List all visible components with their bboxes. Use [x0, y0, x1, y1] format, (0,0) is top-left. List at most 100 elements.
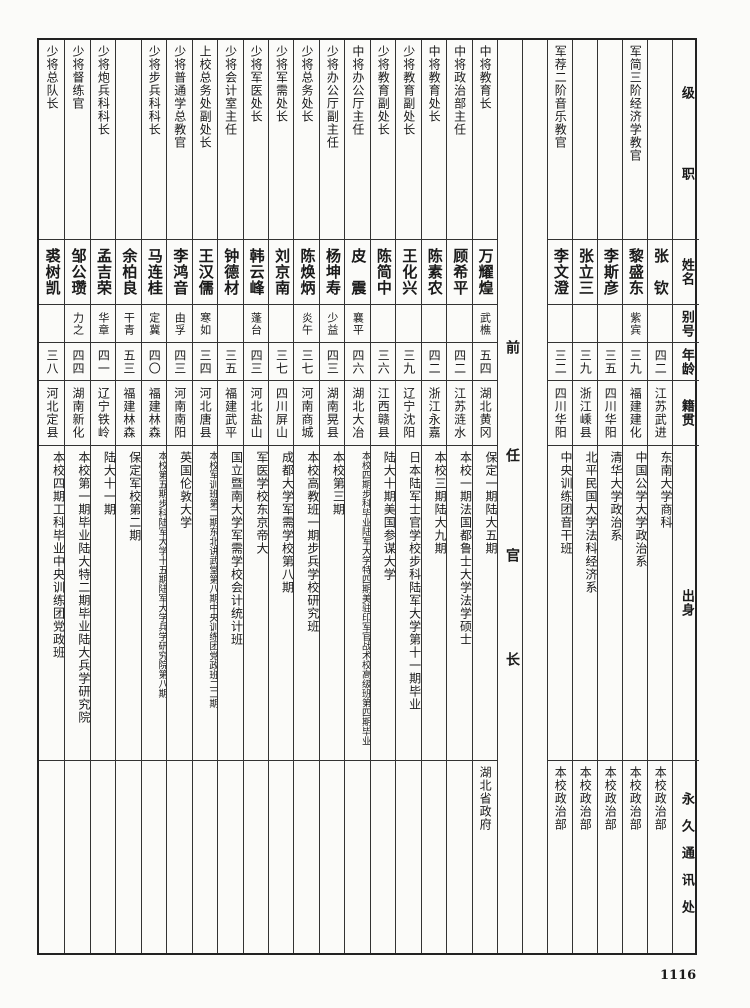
cell-rank: 少将炮兵科科长 — [96, 45, 111, 136]
header-column: 级 职姓名 别号 年龄 籍贯 出身 永久通讯处 — [672, 40, 699, 953]
cell-origin: 福建武平 — [218, 380, 243, 445]
cell-name: 张立三 — [573, 239, 597, 304]
person-column: 少将步兵科科长 马连桂 定冀 四〇 福建林森 本校第五期步科陆军大学十五期陆军大学 兵学研究… — [140, 40, 167, 953]
cell-name: 万耀煌 — [472, 239, 497, 304]
cell-address: 本校政治部 — [648, 760, 672, 957]
person-column: 张立三 三九 浙江嵊县 北平民国大学法科经济系 本校政治部 — [572, 40, 597, 953]
cell-address — [269, 760, 294, 957]
cell-rank: 少将普通学总教官 — [172, 45, 187, 149]
cell-education: 清华大学政治系 — [598, 445, 622, 760]
cell-rank: 中将办公厅主任 — [350, 45, 365, 136]
cell-name: 钟德材 — [218, 239, 243, 304]
person-column: 少将总队长 裘树凯 三八 河北定县 本校四期工科毕业中央训练团党政班 — [39, 40, 65, 953]
cell-address — [370, 760, 396, 957]
predecessor-label-char: 前 — [504, 340, 520, 354]
cell-address — [192, 760, 218, 957]
cell-education: 本校一期法国都鲁士大学法学硕士 — [447, 445, 472, 760]
cell-origin: 四川华阳 — [598, 380, 622, 445]
person-column: 少将总务处长 陈焕炳 炎午 三七 河南商城 本校高教班一期步兵学校研究班 — [293, 40, 319, 953]
cell-address: 本校政治部 — [548, 760, 572, 957]
cell-alias: 定冀 — [141, 304, 167, 342]
cell-origin: 四川华阳 — [548, 380, 572, 445]
cell-rank: 少将会计室主任 — [223, 45, 238, 136]
cell-education: 北平民国大学法科经济系 — [573, 445, 597, 760]
cell-origin: 江苏涟水 — [447, 380, 472, 445]
cell-education: 成都大学军需学校第八期 — [269, 445, 294, 760]
cell-age: 四二 — [447, 342, 472, 380]
person-column: 上校总务处副处长 王汉儒 寒如 三四 河北唐县 本校军训班第二期东北讲武堂第八期中央训练团… — [191, 40, 218, 953]
cell-rank: 上校总务处副处长 — [198, 45, 213, 149]
cell-age: 三五 — [598, 342, 622, 380]
education-line: 本校三期陆大九期 — [433, 451, 447, 555]
education-line: 本校高教班一期步兵学校研究班 — [305, 451, 319, 633]
cell-alias: 少益 — [319, 304, 345, 342]
header-rank: 级 职 — [678, 85, 694, 194]
person-column: 中将教育长 万耀煌 武樵 五四 湖北黄冈 保定一期陆大五期 湖北省政府 — [471, 40, 497, 953]
person-column: 李斯彦 三五 四川华阳 清华大学政治系 本校政治部 — [597, 40, 622, 953]
cell-address — [447, 760, 472, 957]
education-line: 军医学校东京帝大 — [254, 451, 268, 555]
cell-address — [218, 760, 243, 957]
cell-education: 中央训练团音干班 — [548, 445, 572, 760]
cell-age: 四四 — [65, 342, 90, 380]
cell-alias: 干青 — [116, 304, 141, 342]
cell-education: 本校第五期步科陆军大学十五期陆军大学 兵学研究院第八期 — [141, 445, 167, 760]
cell-origin: 湖南新化 — [65, 380, 90, 445]
cell-age: 四二 — [648, 342, 672, 380]
cell-rank: 中将教育长 — [478, 45, 493, 110]
cell-education: 本校四期步科毕业陆军大学特四期美驻印军官战术校高级班 第四期毕业 — [345, 445, 370, 760]
cell-age: 三四 — [192, 342, 218, 380]
person-column: 军荐二阶音乐教官 李文澄 三二 四川华阳 中央训练团音干班 本校政治部 — [547, 40, 572, 953]
education-line: 陆大十一期 — [102, 451, 116, 516]
cell-education: 陆大十一期 — [90, 445, 116, 760]
education-line: 保定军校第二期 — [127, 451, 141, 542]
cell-alias — [648, 304, 672, 342]
cell-address — [116, 760, 141, 957]
cell-name: 王汉儒 — [192, 239, 218, 304]
cell-education: 本校第一期毕业陆大特二期毕业陆大兵学研究院 — [65, 445, 90, 760]
cell-education: 陆大十期美国参谋大学 — [370, 445, 396, 760]
cell-origin: 福建建化 — [623, 380, 647, 445]
education-line: 中国公学大学政治系 — [634, 451, 647, 568]
cell-education: 国立暨南大学军需学校会计统计班 — [218, 445, 243, 760]
cell-age: 五四 — [472, 342, 497, 380]
cell-education: 本校军训班第二期东北讲武堂第八期中央训练团 党政班二二期 — [192, 445, 218, 760]
cell-name: 李文澄 — [548, 239, 572, 304]
cell-address — [167, 760, 192, 957]
cell-origin: 河南商城 — [294, 380, 319, 445]
cell-address — [65, 760, 90, 957]
cell-origin: 湖北大冶 — [345, 380, 370, 445]
cell-alias — [218, 304, 243, 342]
header-alias: 别号 — [673, 304, 699, 342]
cell-age: 四二 — [421, 342, 447, 380]
cell-age: 五三 — [116, 342, 141, 380]
cell-alias: 力之 — [65, 304, 90, 342]
cell-age: 四三 — [167, 342, 192, 380]
predecessor-label-char: 官 — [504, 548, 520, 562]
cell-name: 黎盛东 — [623, 239, 647, 304]
cell-alias: 由孚 — [167, 304, 192, 342]
cell-education: 英国伦敦大学 — [167, 445, 192, 760]
cell-age: 三六 — [370, 342, 396, 380]
cell-rank: 少将总队长 — [45, 45, 60, 110]
education-line: 本校第一期毕业陆大特二期毕业陆大兵学研究院 — [76, 451, 90, 724]
education-line: 本校四期步科毕业陆军大学特四期美驻印军官战术校高级班 — [359, 451, 370, 698]
cell-address — [421, 760, 447, 957]
cell-name: 皮 震 — [345, 239, 370, 304]
cell-address — [319, 760, 345, 957]
education-line: 党政班二二期 — [207, 650, 218, 708]
cell-name: 陈焕炳 — [294, 239, 319, 304]
cell-rank: 少将教育副处长 — [376, 45, 391, 136]
person-column: 少将军需处长 刘京南 三七 四川屏山 成都大学军需学校第八期 — [268, 40, 294, 953]
cell-rank: 中将政治部主任 — [452, 45, 467, 136]
cell-education: 保定军校第二期 — [116, 445, 141, 760]
cell-age: 三九 — [623, 342, 647, 380]
cell-origin: 浙江永嘉 — [421, 380, 447, 445]
cell-rank — [573, 40, 597, 239]
person-column: 中将政治部主任 顾希平 四二 江苏涟水 本校一期法国都鲁士大学法学硕士 — [446, 40, 472, 953]
cell-alias: 紫宾 — [623, 304, 647, 342]
cell-rank: 少将军医处长 — [249, 45, 264, 123]
cell-name: 杨坤寿 — [319, 239, 345, 304]
cell-name: 裘树凯 — [39, 239, 65, 304]
education-line: 日本陆军士官学校步科陆军大学第十一期毕业 — [407, 451, 421, 711]
